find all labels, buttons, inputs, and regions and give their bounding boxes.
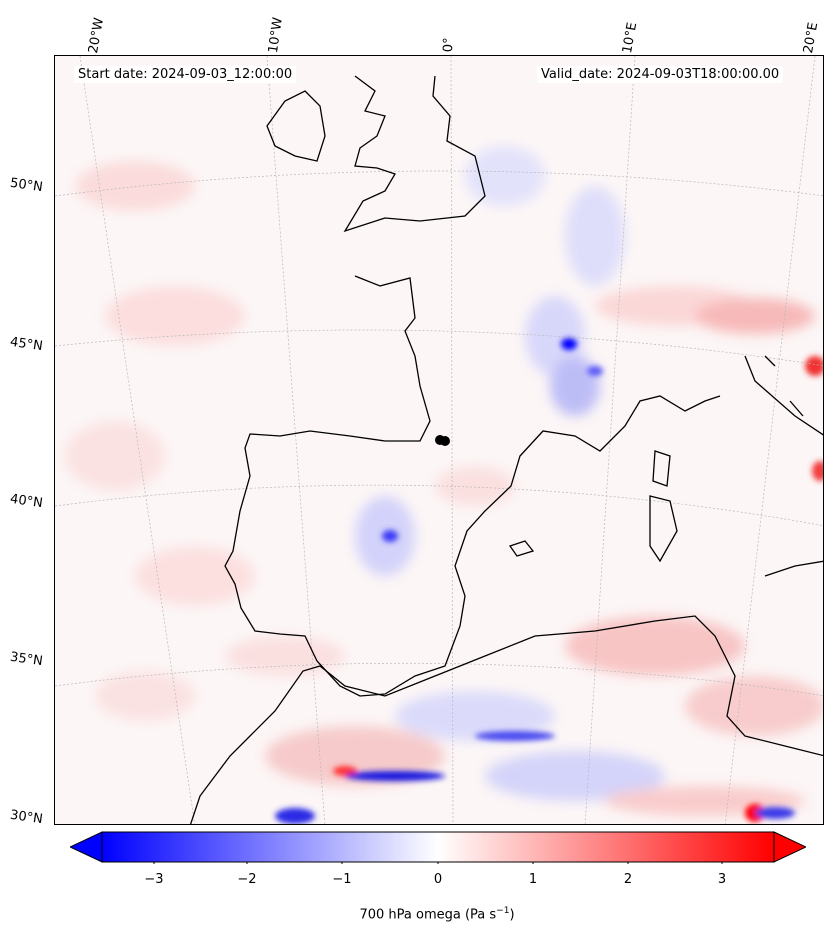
omega-anomaly-blobs	[65, 146, 823, 816]
start-date-label: Start date: 2024-09-03_12:00:00	[74, 66, 297, 83]
omega-strong-cores	[275, 338, 823, 824]
station-marker	[435, 435, 450, 446]
omega-field-map	[55, 56, 823, 824]
coastlines	[189, 75, 823, 824]
lat-label-35n: 35°N	[9, 649, 44, 670]
colorbar-variable: 700 hPa omega	[359, 907, 461, 923]
colorbar-unit-base: (Pa s	[464, 907, 497, 923]
lon-label-10e: 10°E	[620, 21, 641, 55]
lat-label-40n: 40°N	[9, 491, 44, 512]
valid-date-label: Valid_date: 2024-09-03T18:00:00.00	[537, 66, 784, 83]
map-plot-area	[54, 55, 824, 825]
colorbar-unit-close: )	[509, 907, 515, 923]
colorbar-title: 700 hPa omega (Pa s−1)	[0, 906, 832, 922]
colorbar-svg	[68, 831, 808, 867]
colorbar-tick-label: −1	[332, 872, 352, 887]
colorbar-tick-label: 3	[717, 872, 727, 887]
lat-label-45n: 45°N	[9, 334, 44, 355]
colorbar-extend-min	[68, 831, 103, 863]
colorbar-gradient	[101, 831, 775, 863]
lon-label-20e: 20°E	[801, 21, 822, 55]
colorbar-tick-label: 0	[433, 872, 443, 887]
lat-label-30n: 30°N	[9, 807, 44, 828]
colorbar	[68, 830, 808, 867]
colorbar-tick-label: −3	[144, 872, 164, 887]
lon-label-20w: 20°W	[86, 16, 108, 55]
lon-label-10w: 10°W	[266, 16, 286, 55]
colorbar-tick-label: −2	[237, 872, 257, 887]
colorbar-tick-label: 1	[528, 872, 538, 887]
colorbar-unit-exp: −1	[496, 906, 510, 916]
lon-label-0: 0°	[441, 37, 457, 53]
colorbar-extend-max	[773, 831, 808, 863]
lat-label-50n: 50°N	[9, 175, 44, 196]
colorbar-tick-label: 2	[623, 872, 633, 887]
